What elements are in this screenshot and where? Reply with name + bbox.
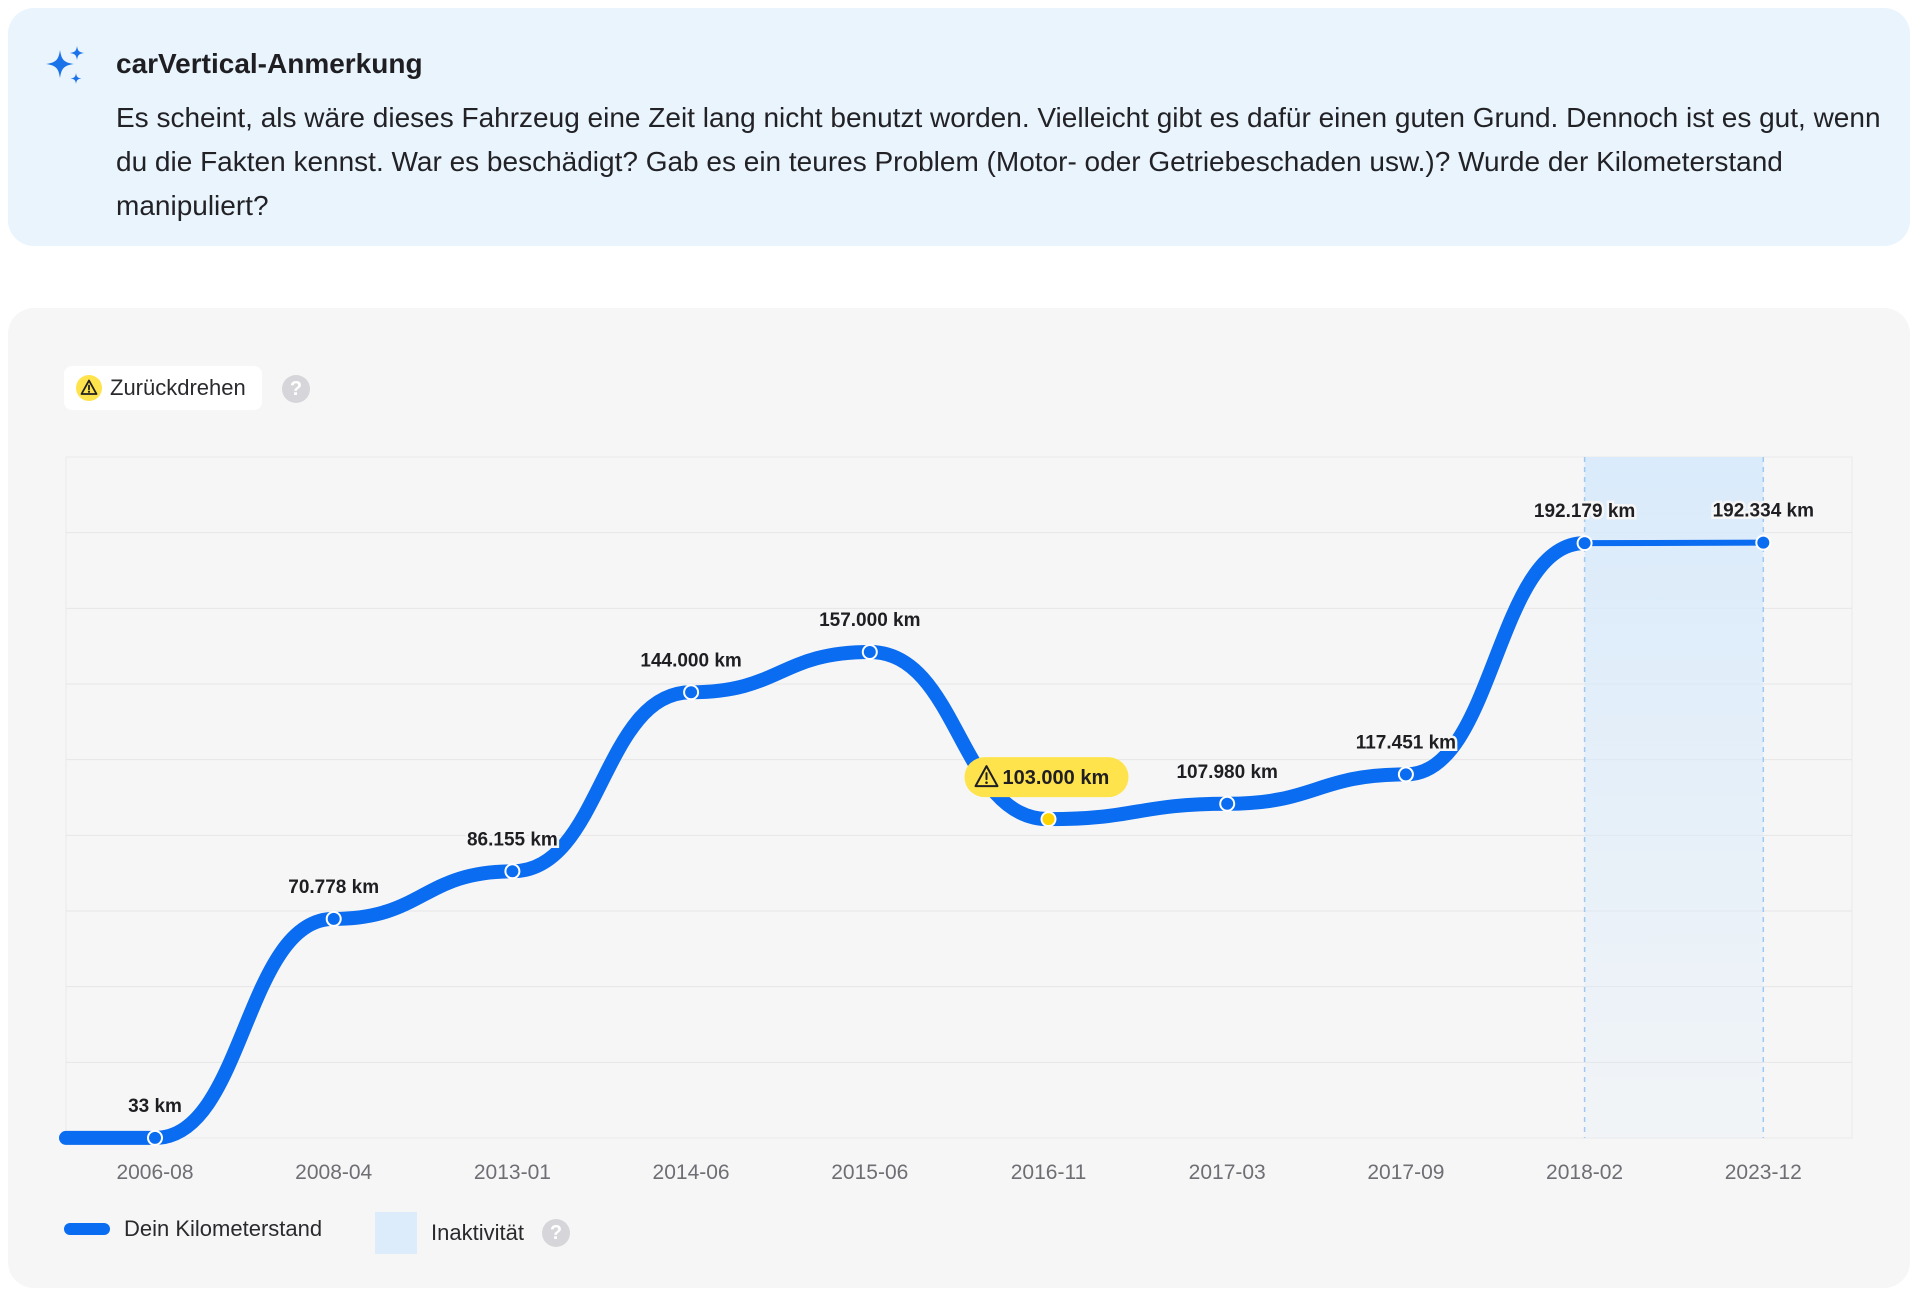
sparkles-icon bbox=[46, 46, 84, 84]
data-point bbox=[504, 863, 521, 880]
data-label: 144.000 km bbox=[640, 650, 741, 671]
legend-inactivity-swatch bbox=[375, 1212, 417, 1254]
x-tick-label: 2023-12 bbox=[1725, 1161, 1802, 1184]
rollback-filter-pill[interactable]: Zurückdrehen bbox=[64, 366, 262, 410]
inactivity-help-icon[interactable]: ? bbox=[542, 1219, 570, 1247]
data-point bbox=[147, 1129, 163, 1146]
data-point bbox=[1040, 811, 1057, 828]
data-label: 107.980 km bbox=[1176, 762, 1277, 783]
rollback-help-icon[interactable]: ? bbox=[282, 375, 310, 403]
x-tick-label: 2017-09 bbox=[1367, 1161, 1444, 1184]
x-tick-label: 2013-01 bbox=[474, 1161, 551, 1184]
data-point bbox=[1755, 534, 1772, 551]
x-tick-label: 2014-06 bbox=[653, 1161, 730, 1184]
data-point bbox=[325, 910, 342, 927]
plot-area bbox=[65, 456, 1853, 1139]
data-label: 157.000 km bbox=[819, 610, 920, 631]
legend-mileage-swatch bbox=[64, 1223, 110, 1235]
data-label: 33 km bbox=[128, 1096, 182, 1117]
x-tick-label: 2008-04 bbox=[295, 1161, 372, 1184]
data-label: 103.000 km bbox=[1003, 767, 1110, 789]
legend-inactivity-label: Inaktivität bbox=[431, 1220, 524, 1245]
data-point bbox=[1576, 535, 1593, 552]
note-text: Es scheint, als wäre dieses Fahrzeug ein… bbox=[116, 102, 1881, 221]
x-tick-label: 2017-03 bbox=[1189, 1161, 1266, 1184]
warning-icon bbox=[76, 375, 102, 401]
legend-inactivity: Inaktivität bbox=[375, 1212, 524, 1254]
data-point bbox=[683, 684, 700, 701]
data-label: 192.334 km bbox=[1713, 501, 1814, 522]
x-tick-label: 2006-08 bbox=[116, 1161, 193, 1184]
note-title: carVertical-Anmerkung bbox=[116, 48, 423, 79]
inactivity-band bbox=[1584, 457, 1764, 1138]
legend-mileage: Dein Kilometerstand bbox=[64, 1216, 322, 1242]
data-label: 117.451 km bbox=[1356, 732, 1456, 753]
car-note-card: carVertical-Anmerkung Es scheint, als wä… bbox=[8, 8, 1910, 246]
legend-mileage-label: Dein Kilometerstand bbox=[124, 1216, 323, 1241]
rollback-badge bbox=[964, 757, 1129, 798]
data-point bbox=[1397, 766, 1414, 783]
mileage-line bbox=[59, 536, 1592, 1145]
x-tick-label: 2018-02 bbox=[1546, 1161, 1623, 1184]
x-tick-label: 2016-11 bbox=[1011, 1161, 1087, 1184]
data-point bbox=[861, 644, 878, 661]
data-point bbox=[1219, 795, 1236, 812]
x-tick-label: 2015-06 bbox=[831, 1161, 908, 1184]
data-label: 70.778 km bbox=[288, 877, 379, 898]
data-label: 192.179 km bbox=[1534, 501, 1635, 522]
rollback-filter-label: Zurückdrehen bbox=[110, 375, 246, 400]
data-label: 86.155 km bbox=[467, 829, 558, 850]
warning-icon bbox=[974, 765, 999, 788]
